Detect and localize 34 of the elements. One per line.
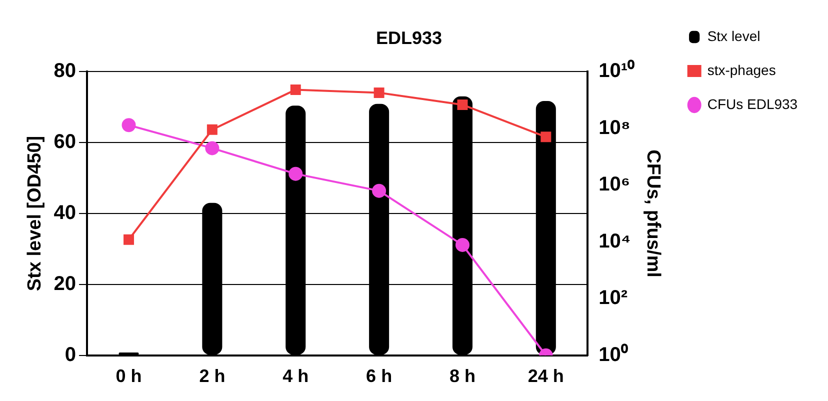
point [206, 124, 218, 135]
y-tick-label: 20 [54, 272, 76, 295]
y2-tick-label: 10⁰ [598, 342, 628, 366]
x-tick-label: 0 h [116, 366, 142, 386]
y2-tick-label: 10¹⁰ [598, 59, 635, 82]
x-tick-label: 6 h [366, 366, 392, 386]
y-axis-title: Stx level [OD450] [24, 136, 46, 292]
y2-tick-label: 10⁶ [598, 174, 630, 196]
y-tick-label: 80 [54, 60, 76, 82]
y2-tick-label: 10² [598, 287, 628, 310]
y-tick-label: 60 [54, 131, 76, 154]
x-tick-label: 4 h [282, 366, 309, 386]
y-tick-label: 40 [54, 202, 76, 224]
point [124, 234, 134, 245]
legend-label: CFUs EDL933 [707, 96, 798, 112]
point [288, 166, 303, 181]
point [374, 87, 384, 98]
point [372, 184, 386, 198]
point [290, 84, 301, 95]
point [457, 99, 468, 110]
legend-label: stx-phages [707, 62, 776, 78]
chart-title: EDL933 [376, 28, 442, 48]
x-tick-label: 2 h [199, 366, 226, 386]
y2-tick-label: 10⁸ [598, 116, 630, 139]
x-tick-label: 24 h [528, 366, 564, 386]
legend-label: Stx level [707, 28, 760, 44]
y2-axis-title: CFUs, pfus/ml [642, 150, 664, 278]
point [122, 118, 136, 132]
point [455, 238, 470, 252]
point [540, 132, 552, 142]
x-tick-label: 8 h [449, 366, 476, 386]
y2-tick-label: 10⁴ [598, 230, 631, 252]
point [205, 141, 220, 156]
y-tick-label: 0 [64, 344, 76, 366]
